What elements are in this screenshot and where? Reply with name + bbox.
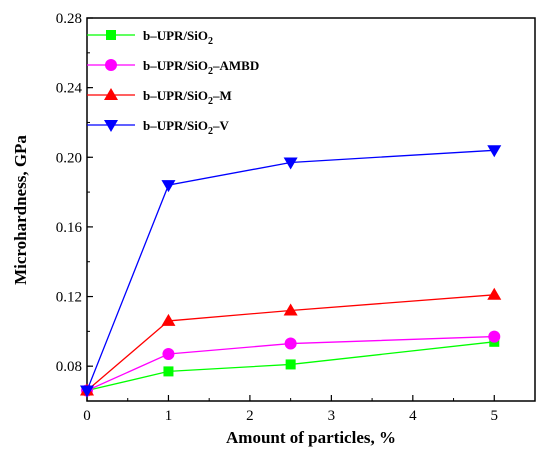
legend-item: b–UPR/SiO2–V — [87, 118, 230, 137]
y-tick-label: 0.16 — [56, 220, 83, 236]
series-1 — [81, 330, 501, 397]
data-point — [284, 337, 297, 350]
legend: b–UPR/SiO2 b–UPR/SiO2–AMBD b–UPR/SiO2–M b–U… — [87, 28, 259, 137]
y-axis-title: Microhardness, GPa — [11, 135, 30, 285]
legend-marker — [104, 120, 118, 132]
data-point — [285, 359, 296, 370]
data-point — [163, 366, 174, 377]
series-line — [86, 294, 495, 392]
legend-marker — [104, 88, 118, 100]
plot-frame — [86, 17, 536, 402]
x-axis: 0 1 2 3 4 5 — [83, 395, 498, 424]
legend-label: b–UPR/SiO2–M — [143, 88, 232, 107]
series-line — [86, 341, 495, 392]
data-point — [161, 180, 176, 193]
y-tick-label: 0.24 — [56, 81, 83, 97]
data-point — [80, 385, 94, 398]
data-point — [161, 313, 176, 326]
x-tick-label: 3 — [328, 408, 336, 424]
x-tick-label: 0 — [83, 408, 91, 424]
x-tick-label: 1 — [165, 408, 173, 424]
y-tick-label: 0.12 — [56, 290, 82, 306]
legend-item: b–UPR/SiO2–AMBD — [87, 58, 259, 77]
legend-marker — [106, 30, 116, 40]
y-tick-label: 0.08 — [56, 359, 82, 375]
data-point — [283, 157, 298, 170]
y-axis: 0.08 0.12 0.16 0.20 0.24 0.28 — [56, 11, 93, 402]
legend-label: b–UPR/SiO2–V — [143, 118, 230, 137]
data-point — [283, 303, 298, 316]
series-3 — [80, 145, 502, 398]
x-tick-label: 5 — [491, 408, 499, 424]
data-point — [488, 330, 501, 343]
x-tick-label: 4 — [409, 408, 417, 424]
legend-label: b–UPR/SiO2 — [143, 28, 213, 47]
series-line — [86, 149, 495, 391]
series-2 — [80, 287, 502, 396]
legend-label: b–UPR/SiO2–AMBD — [143, 58, 259, 77]
data-point — [487, 287, 502, 300]
y-tick-label: 0.28 — [56, 11, 82, 27]
x-axis-title: Amount of particles, % — [226, 428, 396, 447]
legend-item: b–UPR/SiO2 — [87, 28, 213, 47]
data-point — [487, 145, 502, 158]
data-point — [162, 347, 175, 360]
x-tick-label: 2 — [246, 408, 254, 424]
series-line — [86, 335, 495, 392]
series-layer — [80, 145, 502, 398]
y-tick-label: 0.20 — [56, 150, 82, 166]
legend-item: b–UPR/SiO2–M — [87, 88, 232, 107]
legend-marker — [105, 59, 117, 71]
